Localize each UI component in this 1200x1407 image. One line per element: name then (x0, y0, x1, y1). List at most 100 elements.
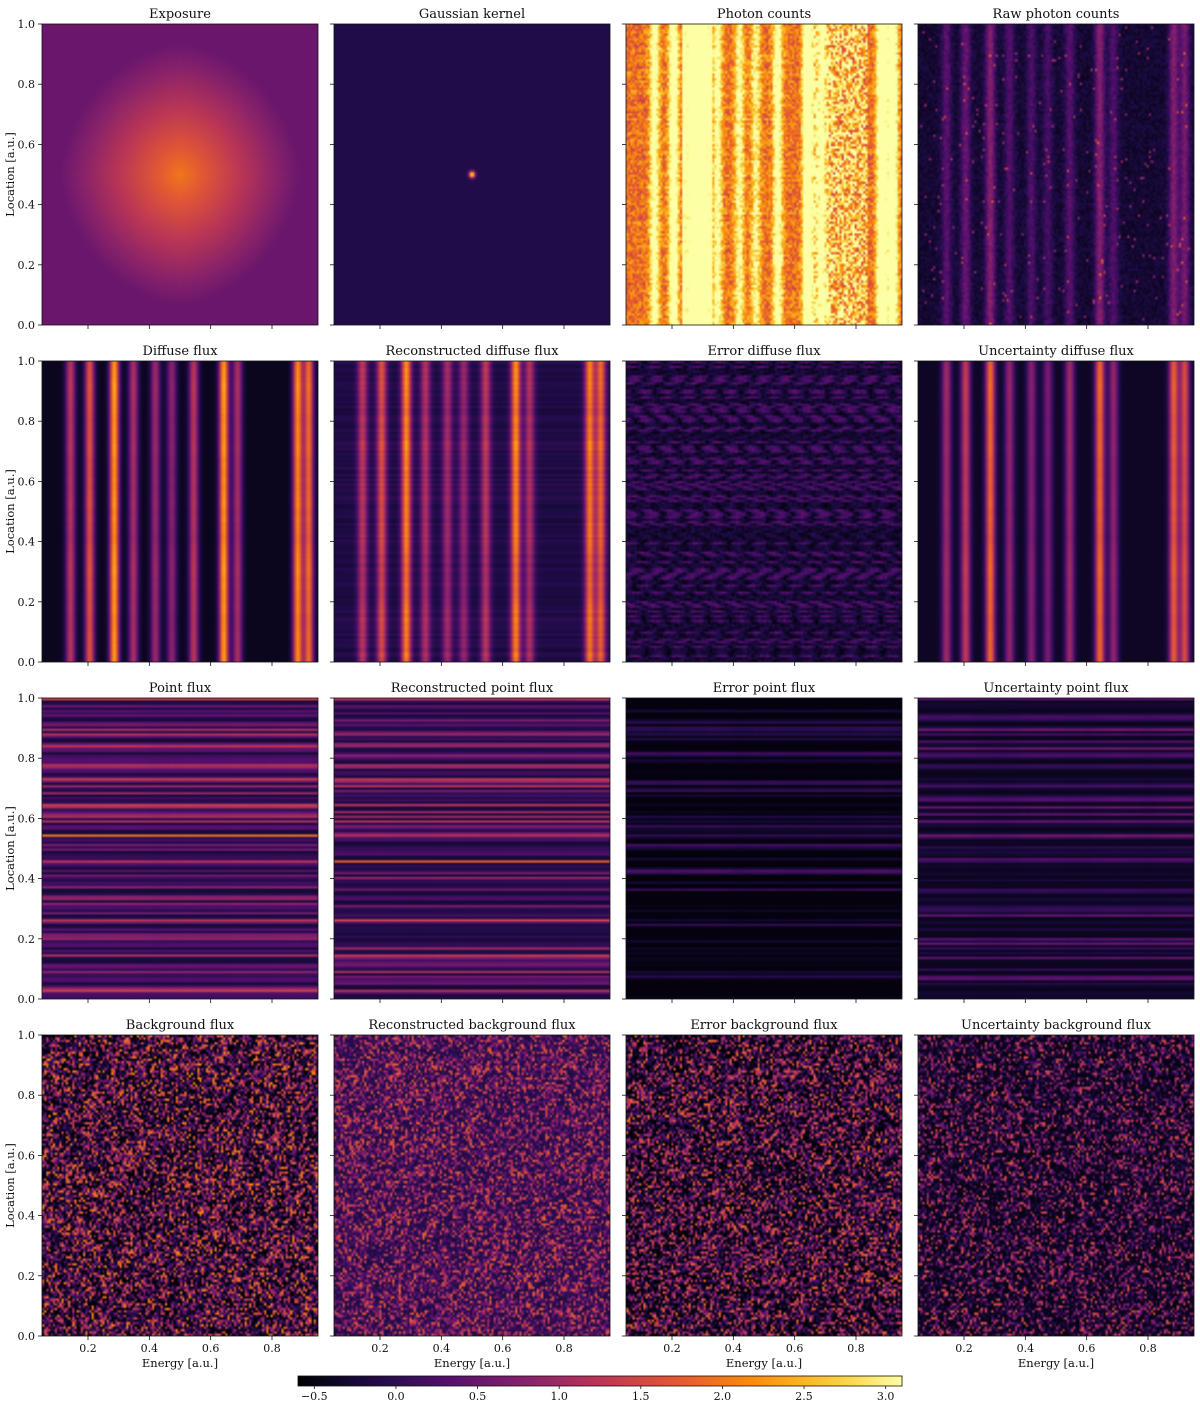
panel-frame (333, 23, 611, 326)
panel-frame (917, 697, 1195, 1000)
heatmap-image (42, 24, 318, 325)
y-tick-label: 1.0 (18, 355, 36, 368)
panel-title: Point flux (149, 681, 212, 696)
y-tick-label: 0.0 (18, 656, 36, 669)
x-tick-label: 0.6 (202, 1342, 220, 1355)
panel-title: Error background flux (690, 1018, 838, 1033)
x-tick-label: 0.8 (1139, 1342, 1157, 1355)
panel-frame (41, 697, 319, 1000)
panel-13: Background flux 0.0 0.2 0.4 0.6 0.8 1.0 0.2 0.4 0… (3, 1018, 319, 1370)
panel-6: Reconstructed diffuse flux (330, 344, 611, 666)
y-tick-label: 0.6 (18, 1149, 36, 1162)
panel-15: Error background flux 0.2 0.4 0.6 0.8 Energy … (622, 1018, 903, 1370)
x-tick-label: 0.8 (847, 1342, 865, 1355)
heatmap-image (42, 1035, 318, 1336)
panel-frame (41, 1034, 319, 1337)
heatmap-image (334, 24, 610, 325)
x-tick-label: 0.6 (786, 1342, 804, 1355)
panel-title: Uncertainty background flux (961, 1018, 1152, 1033)
x-tick-label: 0.4 (141, 1342, 159, 1355)
heatmap-image (334, 698, 610, 999)
heatmap-image (918, 24, 1194, 325)
panel-frame (333, 360, 611, 663)
panel-title: Photon counts (717, 7, 811, 22)
panel-title: Diffuse flux (142, 344, 218, 359)
y-tick-label: 0.0 (18, 1330, 36, 1343)
colorbar: −0.5 0.0 0.5 1.0 1.5 2.0 2.5 3.0 (297, 1375, 903, 1403)
x-tick-label: 0.4 (725, 1342, 743, 1355)
heatmap-image (626, 24, 902, 325)
y-tick-label: 0.6 (18, 475, 36, 488)
y-tick-label: 0.8 (18, 1089, 36, 1102)
heatmap-image (626, 361, 902, 662)
colorbar-tick-label: 3.0 (877, 1390, 895, 1403)
x-tick-label: 0.2 (371, 1342, 389, 1355)
panel-1: Exposure 0.0 0.2 0.4 0.6 0.8 1.0 Location [a.u.… (3, 7, 319, 332)
panel-frame (625, 360, 903, 663)
panel-title: Uncertainty diffuse flux (978, 344, 1134, 359)
panel-10: Reconstructed point flux (330, 681, 611, 1003)
panel-title: Background flux (126, 1018, 235, 1033)
panel-frame (917, 1034, 1195, 1337)
colorbar-tick-label: −0.5 (301, 1390, 328, 1403)
heatmap-image (918, 1035, 1194, 1336)
colorbar-tick-label: 2.5 (795, 1390, 813, 1403)
panel-3: Photon counts (622, 7, 903, 329)
heatmap-image (918, 698, 1194, 999)
panel-11: Error point flux (622, 681, 903, 1003)
panel-12: Uncertainty point flux (914, 681, 1195, 1003)
y-tick-label: 0.2 (18, 596, 36, 609)
panel-frame (625, 697, 903, 1000)
x-tick-label: 0.6 (1078, 1342, 1096, 1355)
panel-title: Uncertainty point flux (983, 681, 1129, 696)
colorbar-gradient (297, 1375, 903, 1387)
y-tick-label: 0.4 (18, 199, 36, 212)
x-axis-label: Energy [a.u.] (142, 1356, 218, 1370)
panel-4: Raw photon counts (914, 7, 1195, 329)
x-tick-label: 0.2 (663, 1342, 681, 1355)
y-tick-label: 0.0 (18, 319, 36, 332)
x-tick-label: 0.8 (263, 1342, 281, 1355)
x-tick-label: 0.6 (494, 1342, 512, 1355)
panel-7: Error diffuse flux (622, 344, 903, 666)
panel-title: Reconstructed point flux (391, 681, 554, 696)
heatmap-image (42, 361, 318, 662)
x-axis-label: Energy [a.u.] (726, 1356, 802, 1370)
y-axis-label: Location [a.u.] (3, 806, 17, 891)
x-tick-label: 0.4 (433, 1342, 451, 1355)
y-tick-label: 1.0 (18, 692, 36, 705)
panel-frame (625, 1034, 903, 1337)
heatmap-image (918, 361, 1194, 662)
y-tick-label: 0.4 (18, 536, 36, 549)
panel-title: Exposure (149, 7, 211, 22)
heatmap-image (334, 361, 610, 662)
panel-title: Error diffuse flux (707, 344, 821, 359)
x-tick-label: 0.2 (955, 1342, 973, 1355)
y-tick-label: 0.0 (18, 993, 36, 1006)
y-axis-label: Location [a.u.] (3, 469, 17, 554)
panel-title: Error point flux (713, 681, 816, 696)
y-tick-label: 0.4 (18, 1210, 36, 1223)
y-axis-label: Location [a.u.] (3, 1143, 17, 1228)
x-tick-label: 0.2 (79, 1342, 97, 1355)
panel-frame (917, 360, 1195, 663)
heatmap-image (334, 1035, 610, 1336)
panel-frame (917, 23, 1195, 326)
y-tick-label: 0.2 (18, 259, 36, 272)
colorbar-tick-label: 1.0 (550, 1390, 568, 1403)
heatmap-image (42, 698, 318, 999)
panel-frame (625, 23, 903, 326)
panel-frame (333, 697, 611, 1000)
heatmap-image (626, 698, 902, 999)
x-tick-label: 0.4 (1017, 1342, 1035, 1355)
panel-title: Gaussian kernel (419, 7, 525, 22)
panel-frame (333, 1034, 611, 1337)
colorbar-tick-label: 2.0 (714, 1390, 732, 1403)
x-tick-label: 0.8 (555, 1342, 573, 1355)
y-axis-label: Location [a.u.] (3, 132, 17, 217)
y-tick-label: 0.8 (18, 415, 36, 428)
panel-5: Diffuse flux 0.0 0.2 0.4 0.6 0.8 1.0 Location [… (3, 344, 319, 669)
panel-9: Point flux 0.0 0.2 0.4 0.6 0.8 1.0 Location [a.… (3, 681, 319, 1006)
heatmap-image (626, 1035, 902, 1336)
y-tick-label: 0.4 (18, 873, 36, 886)
